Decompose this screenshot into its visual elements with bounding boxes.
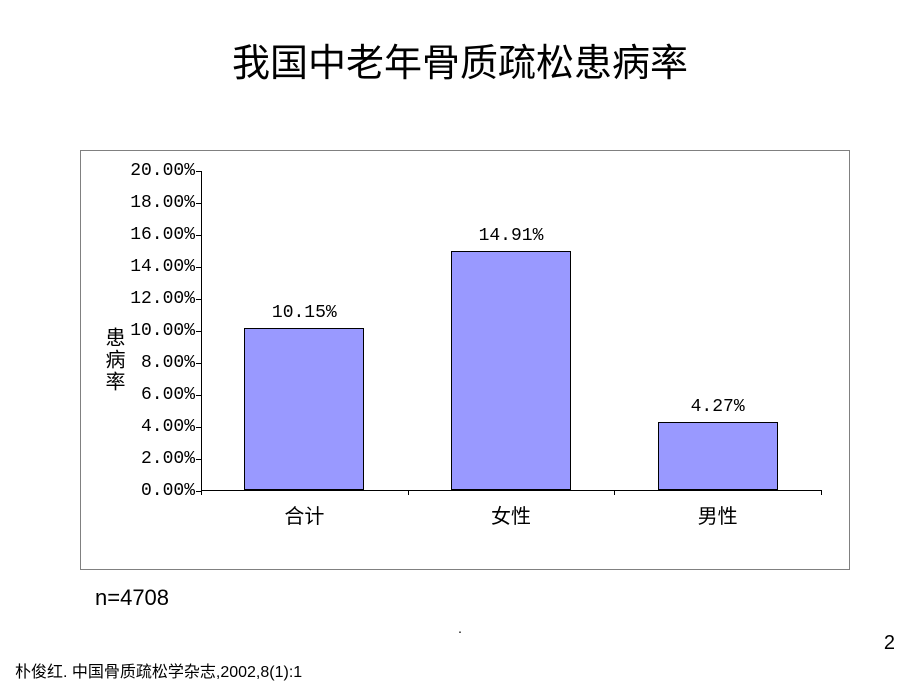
x-category-label: 合计 xyxy=(284,500,324,529)
y-tick-mark xyxy=(196,171,201,172)
y-tick-mark xyxy=(196,427,201,428)
chart-container: 患病率 0.00%2.00%4.00%6.00%8.00%10.00%12.00… xyxy=(80,150,850,570)
y-tick-label: 8.00% xyxy=(141,353,195,373)
y-tick-mark xyxy=(196,203,201,204)
y-tick-mark xyxy=(196,267,201,268)
bar: 14.91% xyxy=(451,251,571,490)
y-tick-label: 18.00% xyxy=(130,193,195,213)
y-tick-mark xyxy=(196,299,201,300)
x-category-label: 女性 xyxy=(491,500,531,529)
bar-value-label: 14.91% xyxy=(479,226,544,246)
x-tick-mark xyxy=(821,490,822,495)
y-tick-mark xyxy=(196,395,201,396)
y-tick-mark xyxy=(196,235,201,236)
bar-value-label: 10.15% xyxy=(272,303,337,323)
y-tick-mark xyxy=(196,459,201,460)
x-category-label: 男性 xyxy=(698,500,738,529)
y-tick-label: 4.00% xyxy=(141,417,195,437)
y-tick-mark xyxy=(196,331,201,332)
plot-area: 0.00%2.00%4.00%6.00%8.00%10.00%12.00%14.… xyxy=(201,171,821,491)
bar: 10.15% xyxy=(244,328,364,490)
x-tick-mark xyxy=(408,490,409,495)
y-tick-label: 16.00% xyxy=(130,225,195,245)
x-tick-mark xyxy=(201,490,202,495)
y-tick-label: 10.00% xyxy=(130,321,195,341)
slide-title: 我国中老年骨质疏松患病率 xyxy=(0,0,920,87)
y-tick-label: 0.00% xyxy=(141,481,195,501)
citation-text: 朴俊红. 中国骨质疏松学杂志,2002,8(1):1 xyxy=(15,658,302,682)
y-tick-label: 14.00% xyxy=(130,257,195,277)
y-tick-mark xyxy=(196,363,201,364)
page-number: 2 xyxy=(884,632,895,655)
center-dot: . xyxy=(458,622,462,638)
x-tick-mark xyxy=(614,490,615,495)
bar: 4.27% xyxy=(658,422,778,490)
y-tick-label: 2.00% xyxy=(141,449,195,469)
bar-value-label: 4.27% xyxy=(691,397,745,417)
y-tick-label: 12.00% xyxy=(130,289,195,309)
y-tick-label: 20.00% xyxy=(130,161,195,181)
y-axis-line xyxy=(201,171,202,490)
y-axis-title: 患病率 xyxy=(99,327,128,393)
sample-size-label: n=4708 xyxy=(95,585,169,611)
y-tick-label: 6.00% xyxy=(141,385,195,405)
